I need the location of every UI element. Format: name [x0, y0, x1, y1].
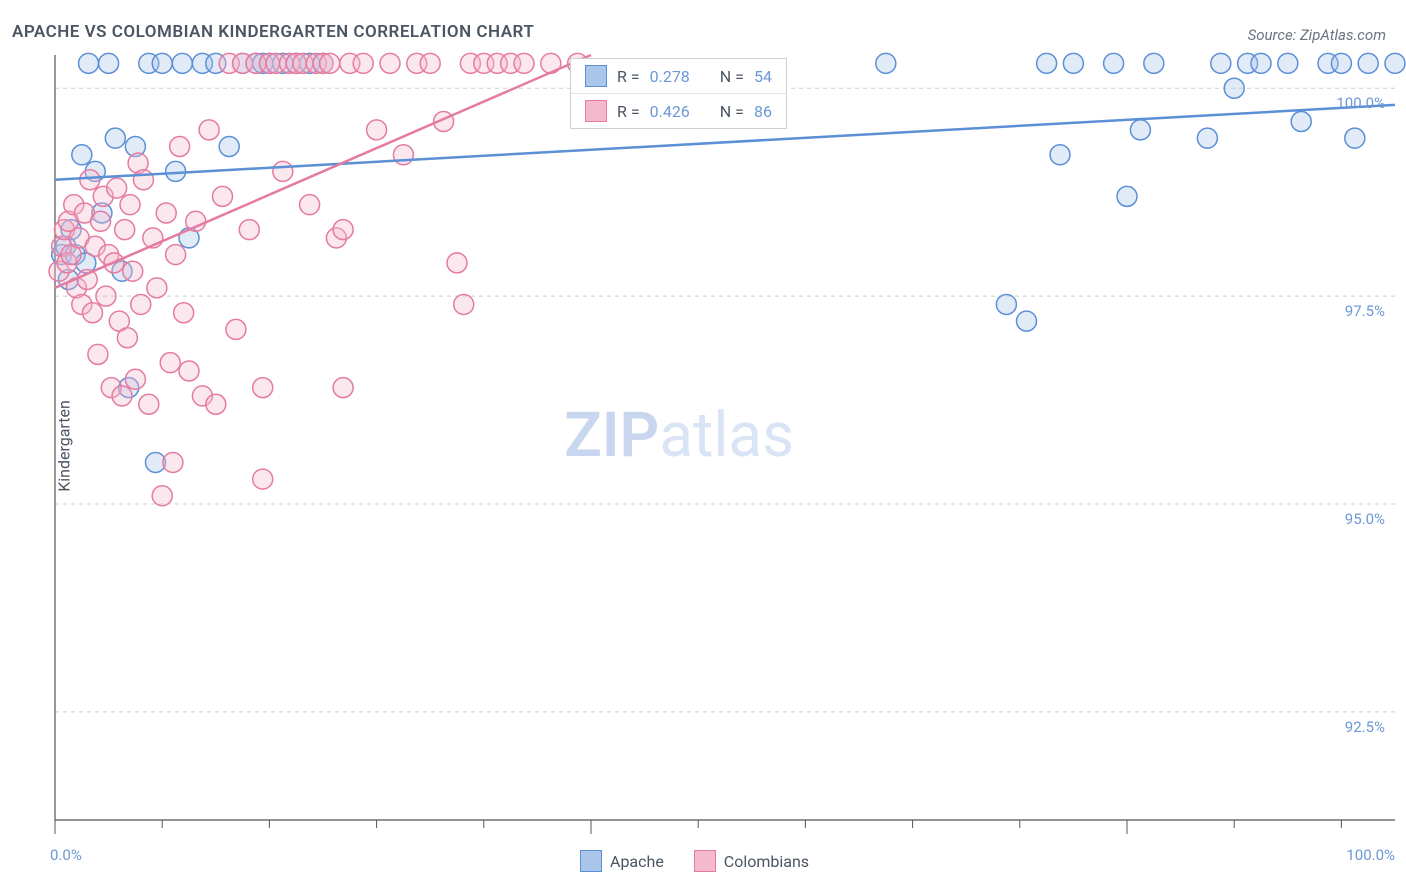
- x-tick-label: 100.0%: [1346, 846, 1395, 864]
- y-tick-label: 97.5%: [1325, 302, 1385, 320]
- stats-legend-row: R = 0.278 N = 54: [571, 59, 786, 94]
- y-tick-label: 95.0%: [1325, 510, 1385, 528]
- stat-n-label: N =: [720, 102, 744, 121]
- legend-swatch: [585, 100, 607, 122]
- y-tick-label: 92.5%: [1325, 718, 1385, 736]
- legend-label: Apache: [610, 852, 664, 871]
- y-tick-label: 100.0%: [1325, 94, 1385, 112]
- legend-swatch: [694, 850, 716, 872]
- stats-legend-box: R = 0.278 N = 54 R = 0.426 N = 86: [570, 58, 787, 129]
- stat-n-value: 86: [754, 102, 772, 121]
- stat-r-value: 0.426: [650, 102, 690, 121]
- x-tick-label: 0.0%: [50, 846, 82, 864]
- legend-item: Colombians: [694, 850, 809, 872]
- series-legend: Apache Colombians: [580, 850, 809, 872]
- stat-r-label: R =: [617, 67, 640, 86]
- stat-n-label: N =: [720, 67, 744, 86]
- scatter-plot: [0, 0, 1406, 892]
- stats-legend-row: R = 0.426 N = 86: [571, 94, 786, 128]
- legend-label: Colombians: [724, 852, 809, 871]
- stat-n-value: 54: [754, 67, 772, 86]
- legend-swatch: [585, 65, 607, 87]
- legend-item: Apache: [580, 850, 664, 872]
- legend-swatch: [580, 850, 602, 872]
- stat-r-value: 0.278: [650, 67, 690, 86]
- chart-container: APACHE VS COLOMBIAN KINDERGARTEN CORRELA…: [0, 0, 1406, 892]
- stat-r-label: R =: [617, 102, 640, 121]
